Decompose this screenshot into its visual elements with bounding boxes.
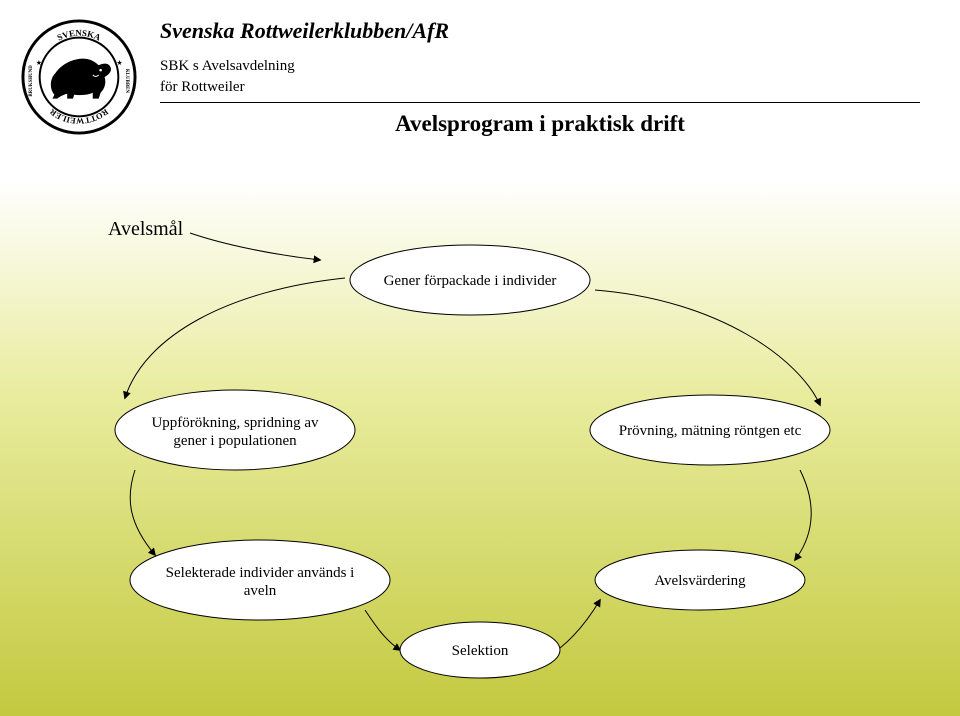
flow-arrow-1 xyxy=(795,470,811,560)
goal-label: Avelsmål xyxy=(108,218,183,241)
logo-text-right: KLUBBEN xyxy=(124,69,129,93)
node-botleft-label-0: Selekterade individer används i xyxy=(166,565,355,581)
node-botright: Avelsvärdering xyxy=(595,550,805,610)
node-botleft: Selekterade individer används i aveln xyxy=(130,540,390,620)
node-botright-label-0: Avelsvärdering xyxy=(654,573,746,589)
node-left: Uppförökning, spridning av gener i popula… xyxy=(115,390,355,470)
node-top: Gener förpackade i individer xyxy=(350,245,590,315)
flow-arrow-6 xyxy=(190,233,320,260)
header-sub1: SBK s Avelsavdelning xyxy=(160,58,920,75)
slide-header: Svenska Rottweilerklubben/AfR SBK s Avel… xyxy=(160,18,920,137)
flow-arrow-3 xyxy=(365,610,400,650)
header-rule xyxy=(160,102,920,103)
org-name: Svenska Rottweilerklubben/AfR xyxy=(160,18,920,44)
node-left-label-1: gener i populationen xyxy=(173,433,297,449)
svg-text:★: ★ xyxy=(36,59,42,67)
node-bottom-label-0: Selektion xyxy=(452,643,509,659)
slide: SVENSKA ROTTWEILER BRUKSHUND KLUBBEN ★ ★… xyxy=(0,0,960,716)
flow-arrow-4 xyxy=(130,470,155,555)
flow-arrow-2 xyxy=(560,600,600,648)
node-botleft-label-1: aveln xyxy=(244,583,277,599)
node-bottom: Selektion xyxy=(400,622,560,678)
logo-text-left: BRUKSHUND xyxy=(29,65,34,97)
node-right-label-0: Prövning, mätning röntgen etc xyxy=(619,423,802,439)
slide-title: Avelsprogram i praktisk drift xyxy=(160,111,920,137)
flow-arrow-0 xyxy=(595,290,820,405)
flow-arrow-5 xyxy=(125,278,345,398)
node-right: Prövning, mätning röntgen etc xyxy=(590,395,830,465)
header-sub2: för Rottweiler xyxy=(160,79,920,96)
club-logo: SVENSKA ROTTWEILER BRUKSHUND KLUBBEN ★ ★ xyxy=(20,18,138,136)
node-top-label-0: Gener förpackade i individer xyxy=(384,273,557,289)
node-left-label-0: Uppförökning, spridning av xyxy=(151,415,319,431)
svg-text:★: ★ xyxy=(116,59,122,67)
